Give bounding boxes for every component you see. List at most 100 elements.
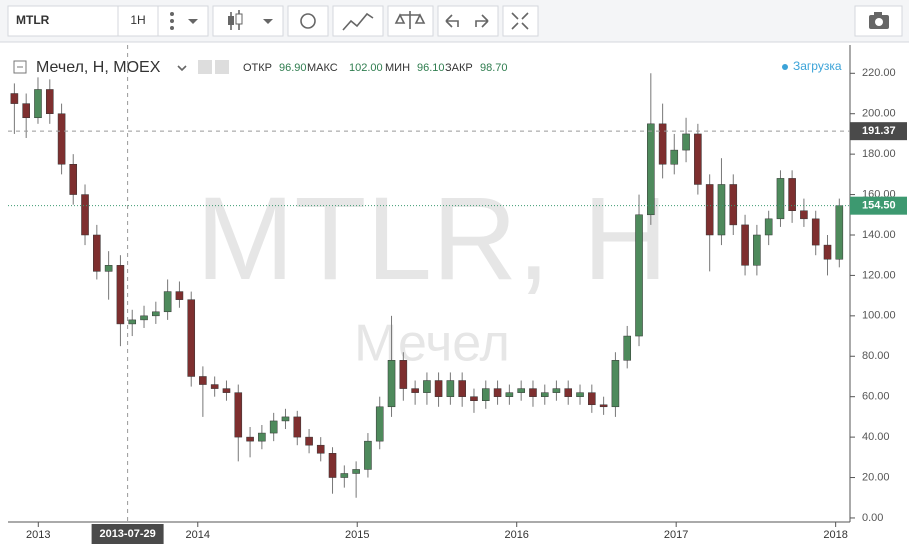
candle-body (222, 388, 231, 393)
title-menu[interactable] (177, 65, 187, 72)
candle-body (210, 384, 219, 389)
candle-icon (228, 10, 273, 30)
gear-icon (300, 13, 316, 29)
visibility-button[interactable] (198, 60, 212, 74)
candle-body (811, 218, 820, 246)
candle-body (647, 123, 655, 216)
symbol-text: MTLR (16, 13, 50, 27)
status-dot (782, 64, 788, 70)
watermark-name: Мечел (354, 315, 510, 373)
settings-small-button[interactable] (215, 60, 229, 74)
crosshair-date-tag (91, 524, 164, 544)
candle-body (552, 388, 561, 393)
candle-body (788, 178, 796, 211)
candle-body (823, 244, 832, 260)
candle-body (411, 388, 419, 393)
candle-body (140, 315, 148, 321)
candle-body (717, 184, 726, 236)
settings-button[interactable] (287, 5, 329, 37)
candle-body (69, 164, 78, 195)
crosshair-price-tag (850, 122, 907, 141)
y-tick-label: 180.00 (862, 148, 896, 160)
candle-body (57, 113, 66, 165)
ohlc-value: 96.90 (279, 62, 307, 74)
candle-body (423, 380, 431, 393)
candle-body (800, 210, 808, 220)
candle-body (152, 311, 160, 317)
crosshair-price: 191.37 (862, 125, 896, 137)
candle-body (705, 184, 714, 236)
candle-body (81, 194, 89, 236)
candle-body (776, 178, 785, 220)
candle-body (45, 89, 54, 114)
candle-body (199, 376, 207, 385)
candle-body (517, 388, 525, 393)
candle-body (340, 473, 349, 478)
candle-body (682, 133, 690, 151)
candle-body (446, 380, 455, 397)
candle-body (481, 388, 490, 401)
candle-body (576, 392, 584, 397)
y-tick-label: 200.00 (862, 108, 896, 120)
candle-body (316, 444, 325, 454)
last-price-tag (850, 196, 907, 215)
candle-body (835, 205, 844, 260)
y-tick-label: 140.00 (862, 229, 896, 241)
scales-icon (394, 11, 426, 29)
series-title: Мечел, Н, MOEX (36, 59, 161, 76)
candle-body (258, 432, 266, 442)
candle-body (128, 319, 137, 325)
candle-body (234, 392, 243, 438)
candle-body (658, 123, 667, 165)
candle-body (635, 214, 643, 337)
y-tick-label: 120.00 (862, 269, 896, 281)
candle-body (529, 388, 537, 397)
y-tick-label: 20.00 (862, 471, 890, 483)
candle-body (729, 184, 738, 226)
ohlc-label: ОТКР (243, 62, 272, 74)
candle-body (753, 234, 761, 266)
candle-body (611, 360, 620, 408)
candle-body (599, 404, 608, 408)
candle-body (670, 149, 679, 165)
candle-body (470, 396, 478, 401)
indicators-button[interactable] (332, 5, 384, 37)
candle-body (163, 291, 172, 313)
candle-body (34, 89, 42, 119)
ohlc-label: ЗАКР (445, 62, 473, 74)
candle-body (352, 469, 360, 474)
interval-text: 1H (130, 13, 145, 27)
undo-icon (445, 14, 489, 28)
x-tick-label: 2017 (664, 529, 688, 541)
interval-menu[interactable] (157, 5, 209, 37)
y-tick-label: 40.00 (862, 431, 890, 443)
symbol-input[interactable] (7, 5, 119, 37)
y-tick-label: 80.00 (862, 350, 890, 362)
candle-body (293, 416, 302, 438)
candle-body (22, 103, 30, 119)
candle-body (399, 360, 408, 389)
crosshair-date: 2013-07-29 (99, 528, 155, 540)
ohlc-value: 98.70 (480, 62, 508, 74)
candle-body (694, 133, 702, 185)
chart-style-button[interactable] (212, 5, 284, 37)
x-tick-label: 2018 (823, 529, 847, 541)
candle-body (540, 392, 549, 397)
candle-body (305, 436, 313, 446)
candle-body (328, 453, 337, 478)
fullscreen-button[interactable] (502, 5, 539, 37)
x-tick-label: 2015 (345, 529, 369, 541)
ohlc-value: 102.00 (349, 62, 383, 74)
x-tick-label: 2013 (26, 529, 50, 541)
candle-body (175, 291, 184, 300)
candle-body (93, 234, 101, 272)
candle-body (104, 265, 113, 272)
candle-body (269, 420, 278, 434)
y-tick-label: 100.00 (862, 310, 896, 322)
fullscreen-icon (511, 12, 529, 30)
candle-body (493, 388, 502, 397)
ohlc-label: МАКС (307, 62, 338, 74)
candle-body (387, 360, 396, 408)
dots-icon (170, 12, 198, 30)
